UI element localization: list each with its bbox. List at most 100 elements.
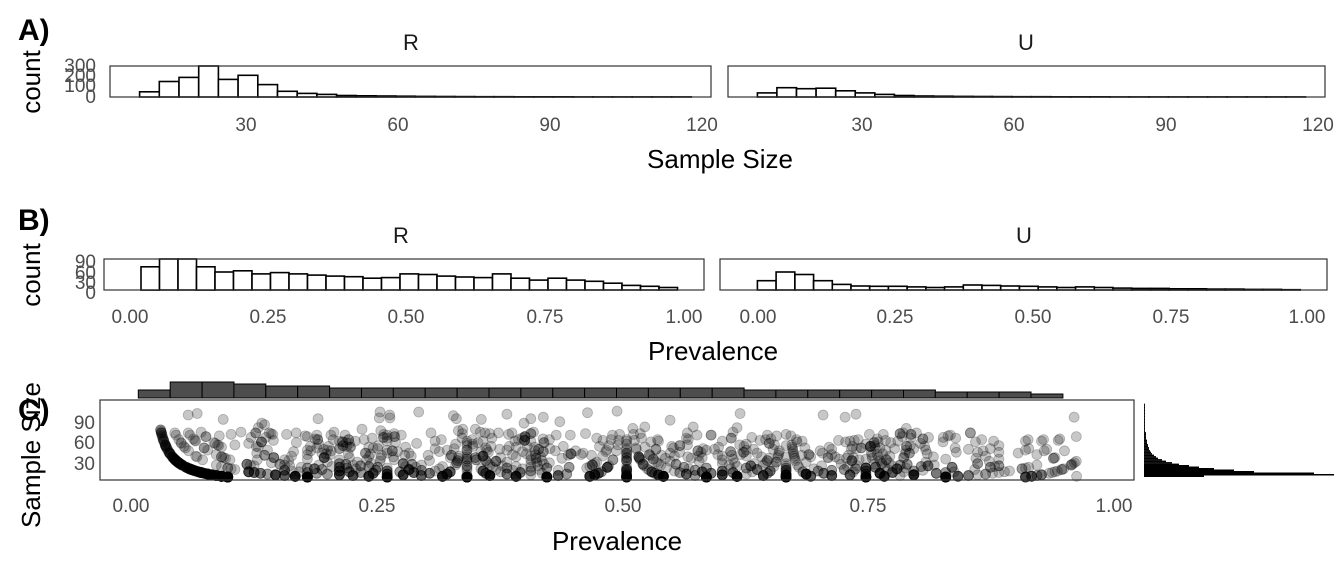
panel-c-point-641 [197,454,209,466]
panel-c-point-1358 [844,469,856,481]
panel-c-point-532 [363,470,375,482]
panel-c-point-965 [658,470,669,482]
panel-c-point-102 [209,437,221,449]
panel-c-point-843 [731,470,743,482]
panel-c-point-1432 [639,441,651,453]
panel-c-point-525 [800,456,812,468]
panel-c-point-1003 [158,435,170,447]
panel-c-point-936 [564,429,576,441]
panel-c-point-751 [182,427,194,439]
panel-c-point-312 [738,446,749,458]
panel-c-point-841 [760,457,771,469]
panel-c-point-1483 [1020,435,1031,447]
panel-c-point-252 [241,458,253,470]
panel-c-point-1479 [727,467,739,478]
panel-c-point-559 [952,470,964,482]
panel-c-point-1212 [716,465,728,477]
panel-c-point-1406 [633,451,645,463]
panel-c-point-60 [621,461,632,472]
panel-c-point-1122 [410,461,422,473]
panel-c-point-308 [162,444,174,456]
panel-c-point-1107 [316,464,328,475]
panel-c-point-1474 [521,440,533,452]
panel-c-point-1019 [554,416,566,428]
panel-c-point-824 [188,464,199,476]
panel-c-point-341 [621,467,632,478]
panel-c-point-359 [731,470,743,482]
panel-c-point-777 [874,467,886,479]
panel-c-point-908 [424,467,435,479]
panel-c-point-1095 [480,455,492,467]
panel-c-point-1303 [930,467,942,479]
panel-c-point-480 [697,443,709,455]
panel-c-point-590 [887,467,898,478]
panel-c-point-303 [880,434,891,446]
panel-c-point-544 [818,467,830,479]
panel-c-point-134 [921,448,933,460]
panel-c-point-1226 [180,461,192,473]
panel-c-point-360 [501,408,513,420]
panel-c-point-1120 [477,465,489,477]
panel-a-r-xtick-60: 60 [387,115,408,136]
panel-c-point-524 [891,463,903,475]
panel-c-point-1068 [797,466,809,478]
panel-c-point-711 [532,460,544,472]
panel-c-point-1136 [658,470,669,482]
panel-c-point-444 [847,452,859,464]
panel-c-point-320 [424,455,435,467]
panel-c-right-bar-39 [1144,420,1145,422]
panel-c-point-671 [363,470,375,482]
panel-b-r-bar-8 [269,271,290,291]
panel-c-point-205 [415,464,427,476]
panel-c-point-1431 [185,464,197,475]
panel-c-point-72 [366,432,378,444]
panel-c-point-76 [881,454,892,466]
panel-c-point-1062 [313,459,325,471]
panel-c-point-907 [531,456,543,468]
panel-a-r-bar-4 [217,78,239,98]
panel-c-point-1222 [864,428,875,440]
panel-c-point-335 [645,450,656,462]
panel-c-point-1239 [202,468,214,480]
panel-c-point-211 [561,468,573,480]
panel-c-right-bar-33 [1144,429,1145,431]
panel-c-point-1187 [621,447,632,459]
panel-c-point-407 [904,447,915,459]
panel-c-point-53 [525,461,537,473]
panel-c-right-bar-34 [1144,427,1145,430]
panel-c-point-683 [333,465,345,477]
panel-c-point-746 [678,461,690,473]
panel-c-point-170 [212,439,223,451]
panel-c-point-696 [644,464,655,476]
panel-c-point-484 [670,458,682,470]
panel-c-point-946 [1038,445,1050,457]
panel-c-point-1039 [453,450,465,462]
panel-c-point-1205 [1020,444,1031,456]
panel-c-point-642 [381,432,393,444]
panel-c-point-377 [259,449,271,461]
panel-c-point-1396 [378,431,389,443]
panel-c-point-296 [829,451,841,463]
panel-c-point-1255 [530,452,542,464]
panel-c-point-621 [195,467,207,478]
panel-c-point-1320 [846,455,858,467]
panel-c-point-999 [519,434,530,446]
panel-c-point-1204 [395,429,407,441]
panel-c-point-441 [637,458,649,470]
panel-c-point-261 [738,440,750,452]
panel-c-point-523 [490,455,502,467]
panel-c-point-1420 [780,428,792,440]
panel-c-point-116 [406,458,418,470]
panel-a-u-xtick-120: 120 [1302,115,1334,136]
panel-c-point-92 [363,470,375,482]
panel-a-r-bar-2 [178,76,200,98]
panel-c-point-587 [160,440,172,452]
panel-c-right-bar-15 [1144,456,1156,458]
panel-c-point-684 [155,425,167,437]
panel-c-point-850 [388,454,400,466]
panel-c-point-380 [477,450,489,462]
panel-c-point-595 [898,466,910,478]
panel-b-u-xtick-025: 0.25 [877,307,914,328]
panel-c-point-374 [279,464,291,476]
panel-c-point-899 [904,440,916,452]
